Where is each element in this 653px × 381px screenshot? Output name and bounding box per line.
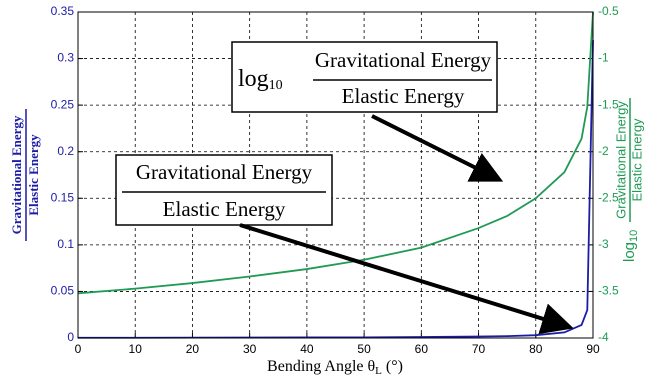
x-label-text: Bending Angle θ <box>267 358 375 375</box>
annotation-sub: 10 <box>269 78 283 93</box>
y-tick-label: 0.35 <box>51 4 75 18</box>
arrow <box>239 223 574 335</box>
annotation-numerator: Gravitational Energy <box>136 160 313 184</box>
x-tick-label: 50 <box>357 342 371 356</box>
x-tick-label: 60 <box>415 342 429 356</box>
arrow <box>371 114 504 182</box>
x-tick-label: 80 <box>529 342 543 356</box>
x-axis-label: Bending Angle θL (°) <box>267 358 403 377</box>
plot-frame <box>77 11 594 339</box>
y-tick-label: 0.1 <box>57 237 74 251</box>
x-tick-label: 20 <box>186 342 200 356</box>
annotation: Gravitational Energy Elastic Energy <box>115 154 333 226</box>
y-label-denominator: Elastic Energy <box>26 134 41 216</box>
y2-tick-label: -3 <box>598 237 609 251</box>
annotation-denominator: Elastic Energy <box>342 84 465 108</box>
annotation-denominator: Elastic Energy <box>163 197 286 221</box>
x-label-unit: (°) <box>386 358 403 375</box>
x-tick-label: 40 <box>300 342 314 356</box>
y-tick-label: 0.15 <box>51 190 75 204</box>
annotation-box <box>231 41 498 113</box>
y-tick-label: 0.2 <box>57 144 74 158</box>
x-tick-label: 10 <box>129 342 143 356</box>
annotation-prefix: log <box>238 66 269 92</box>
annotation-box <box>115 154 333 226</box>
annotation-log: log10 <box>238 66 283 94</box>
y2-tick-label: -3.5 <box>598 284 619 298</box>
y2-tick-label: -1 <box>598 51 609 65</box>
annotation-numerator: Gravitational Energy <box>315 48 492 72</box>
x-tick-label: 30 <box>243 342 257 356</box>
x-tick-label: 90 <box>586 342 600 356</box>
x-tick-label: 70 <box>472 342 486 356</box>
y-tick-label: 0 <box>67 330 74 344</box>
y2-label-denominator: Elastic Energy <box>629 118 644 202</box>
y2-tick-label: -1.5 <box>598 97 619 111</box>
data-line <box>77 11 594 295</box>
y2-tick-label: -2 <box>598 144 609 158</box>
y-tick-label: 0.05 <box>51 284 75 298</box>
x-tick-label: 0 <box>75 342 82 356</box>
x-label-sub: L <box>375 365 382 377</box>
y-tick-label: 0.25 <box>51 97 75 111</box>
y2-tick-label: -2.5 <box>598 190 619 204</box>
y2-label-log: log10 <box>621 230 640 262</box>
y2-axis-label: log10 Gravitational Energy Elastic Energ… <box>613 98 644 262</box>
y-tick-label: 0.3 <box>57 51 74 65</box>
y2-tick-label: -4 <box>598 330 609 344</box>
y2-label-prefix: log <box>621 242 638 262</box>
y2-label-sub: 10 <box>628 230 640 242</box>
y2-tick-label: -0.5 <box>598 4 619 18</box>
y2-label-numerator: Gravitational Energy <box>613 101 628 219</box>
y-axis-label: Gravitational Energy Elastic Energy <box>9 109 41 241</box>
y-label-numerator: Gravitational Energy <box>9 115 24 234</box>
annotation: log10 Gravitational Energy Elastic Energ… <box>231 41 498 113</box>
